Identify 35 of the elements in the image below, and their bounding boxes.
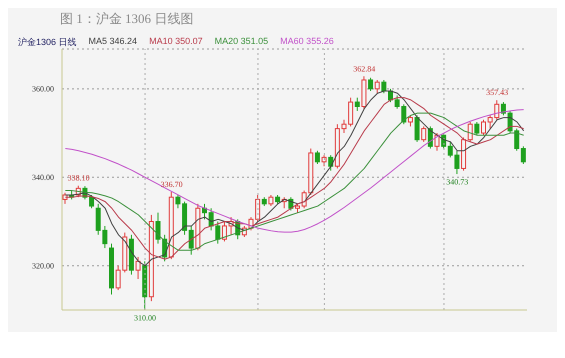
- candlestick: [474, 121, 480, 136]
- chart-title: 图 1：沪金 1306 日线图: [59, 10, 194, 28]
- annotation: 310.00: [134, 314, 156, 323]
- candlestick: [368, 77, 374, 92]
- candlestick: [215, 221, 220, 244]
- annotation: 362.84: [353, 64, 376, 74]
- candlestick: [414, 114, 420, 142]
- candlestick: [314, 150, 320, 165]
- text: MA60 355.26: [280, 36, 334, 48]
- text: MA20 351.05: [214, 36, 268, 48]
- candlestick: [116, 265, 121, 291]
- candlestick: [494, 100, 500, 120]
- text: MA10 350.07: [149, 36, 203, 48]
- annotation: 338.10: [68, 174, 90, 183]
- candlestick: [96, 203, 101, 236]
- candlestick: [156, 212, 160, 244]
- text: MA5 346.24: [88, 36, 138, 48]
- candlestick: [520, 146, 526, 165]
- candlestick: [381, 79, 386, 94]
- candlestick: [102, 225, 108, 249]
- candlestick: [408, 114, 413, 127]
- annotation: 357.43: [486, 88, 508, 98]
- annotation: 336.70: [160, 180, 183, 189]
- candlestick: [401, 104, 406, 125]
- candlestick: [62, 192, 68, 204]
- candlestick: [374, 79, 380, 94]
- y-tick-label: 360.00: [32, 84, 54, 94]
- candlestick: [136, 256, 141, 280]
- candlestick: [421, 126, 426, 142]
- candlestick: [354, 97, 360, 112]
- candlestick: [268, 194, 274, 207]
- y-tick-label: 340.00: [32, 173, 54, 182]
- y-tick-label: 320.00: [32, 262, 54, 271]
- chart-subtitle: 沪金1306 日线: [18, 36, 77, 49]
- annotation: 340.73: [446, 178, 468, 187]
